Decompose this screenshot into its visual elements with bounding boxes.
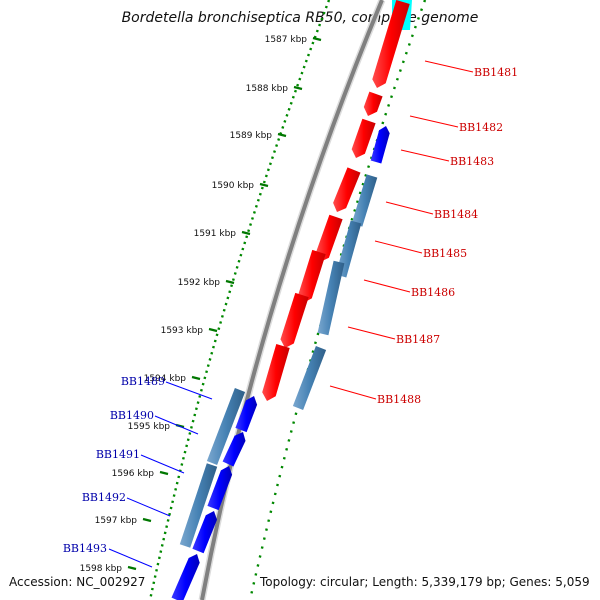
tick-mark: [259, 182, 269, 188]
gene-label-bb1485[interactable]: BB1485: [423, 247, 467, 260]
tick-mark: [225, 279, 235, 285]
reverse-gene-arrow[interactable]: [370, 126, 390, 164]
reverse-gene-arrow[interactable]: [207, 466, 233, 511]
tick-label: 1587 kbp: [265, 35, 308, 45]
gene-label-bb1482[interactable]: BB1482: [459, 121, 503, 134]
feature-block[interactable]: [292, 346, 327, 410]
tick-track: [148, 0, 331, 600]
genome-summary-text: Topology: circular; Length: 5,339,179 bp…: [260, 575, 590, 589]
forward-gene-arrow[interactable]: [298, 249, 326, 303]
gene-label-bb1491[interactable]: BB1491: [96, 448, 140, 461]
feature-block[interactable]: [317, 260, 345, 336]
tick-mark: [208, 327, 218, 333]
gene-label-bb1492[interactable]: BB1492: [82, 491, 126, 504]
gene-arrows: [171, 0, 410, 600]
leader-line: [424, 60, 474, 73]
leader-line: [108, 548, 153, 568]
tick-mark: [142, 517, 152, 523]
tick-label: 1591 kbp: [194, 229, 237, 239]
gene-label-bb1488[interactable]: BB1488: [377, 393, 421, 406]
leader-line: [329, 385, 377, 400]
gene-labels: BB1481 BB1482 BB1483 BB1484 BB1485 BB1486 BB14…: [63, 60, 518, 568]
gene-label-bb1486[interactable]: BB1486: [411, 286, 455, 299]
gene-label-bb1481[interactable]: BB1481: [474, 66, 518, 79]
leader-line: [165, 381, 213, 400]
forward-gene-arrow[interactable]: [315, 214, 343, 262]
genome-backbone: [198, 0, 386, 600]
tick-label: 1590 kbp: [212, 181, 255, 191]
tick-label: 1593 kbp: [161, 326, 204, 336]
feature-block[interactable]: [206, 388, 246, 465]
gene-label-bb1484[interactable]: BB1484: [434, 208, 478, 221]
tick-mark: [127, 565, 137, 571]
forward-gene-arrow[interactable]: [280, 292, 309, 348]
map-title: Bordetella bronchiseptica RB50, complete…: [122, 10, 479, 26]
tick-label: 1597 kbp: [95, 516, 138, 526]
feature-block[interactable]: [179, 463, 218, 548]
leader-line: [347, 326, 396, 340]
gene-label-bb1487[interactable]: BB1487: [396, 333, 440, 346]
tick-mark: [277, 132, 287, 138]
leader-line: [154, 415, 199, 435]
leader-line: [409, 115, 459, 128]
tick-label: 1598 kbp: [80, 564, 123, 574]
tick-label: 1594 kbp: [144, 374, 187, 384]
forward-gene-arrow[interactable]: [333, 167, 361, 212]
forward-gene-arrow[interactable]: [363, 91, 383, 116]
reverse-gene-arrow[interactable]: [192, 511, 217, 554]
accession-text: Accession: NC_002927: [9, 575, 146, 589]
tick-mark: [241, 230, 251, 236]
forward-gene-arrow[interactable]: [351, 118, 376, 158]
tick-mark: [312, 36, 322, 42]
tick-label: 1592 kbp: [178, 278, 221, 288]
leader-line: [374, 240, 423, 254]
leader-line: [140, 454, 185, 474]
tick-label: 1588 kbp: [246, 84, 289, 94]
gene-label-bb1490[interactable]: BB1490: [110, 409, 154, 422]
tick-marks: 1587 kbp 1588 kbp 1589 kbp 1590 kbp 1591 kbp…: [80, 35, 322, 574]
reverse-gene-arrow[interactable]: [171, 554, 200, 600]
leader-line: [400, 149, 450, 162]
gene-label-bb1483[interactable]: BB1483: [450, 155, 494, 168]
forward-gene-arrow[interactable]: [372, 0, 410, 88]
tick-label: 1595 kbp: [128, 422, 171, 432]
reverse-gene-arrow[interactable]: [235, 396, 258, 433]
leader-line: [363, 279, 411, 293]
gene-label-bb1493[interactable]: BB1493: [63, 542, 107, 555]
leader-line: [385, 201, 434, 215]
tick-label: 1596 kbp: [112, 469, 155, 479]
reverse-gene-arrow[interactable]: [222, 432, 246, 467]
tick-label: 1589 kbp: [230, 131, 273, 141]
forward-gene-arrow[interactable]: [262, 344, 290, 401]
leader-line: [126, 497, 171, 517]
feature-block[interactable]: [351, 174, 378, 227]
tick-mark: [159, 470, 169, 476]
tick-mark: [191, 375, 201, 381]
gene-label-bb1489[interactable]: BB1489: [121, 375, 165, 388]
tick-mark: [293, 85, 303, 91]
